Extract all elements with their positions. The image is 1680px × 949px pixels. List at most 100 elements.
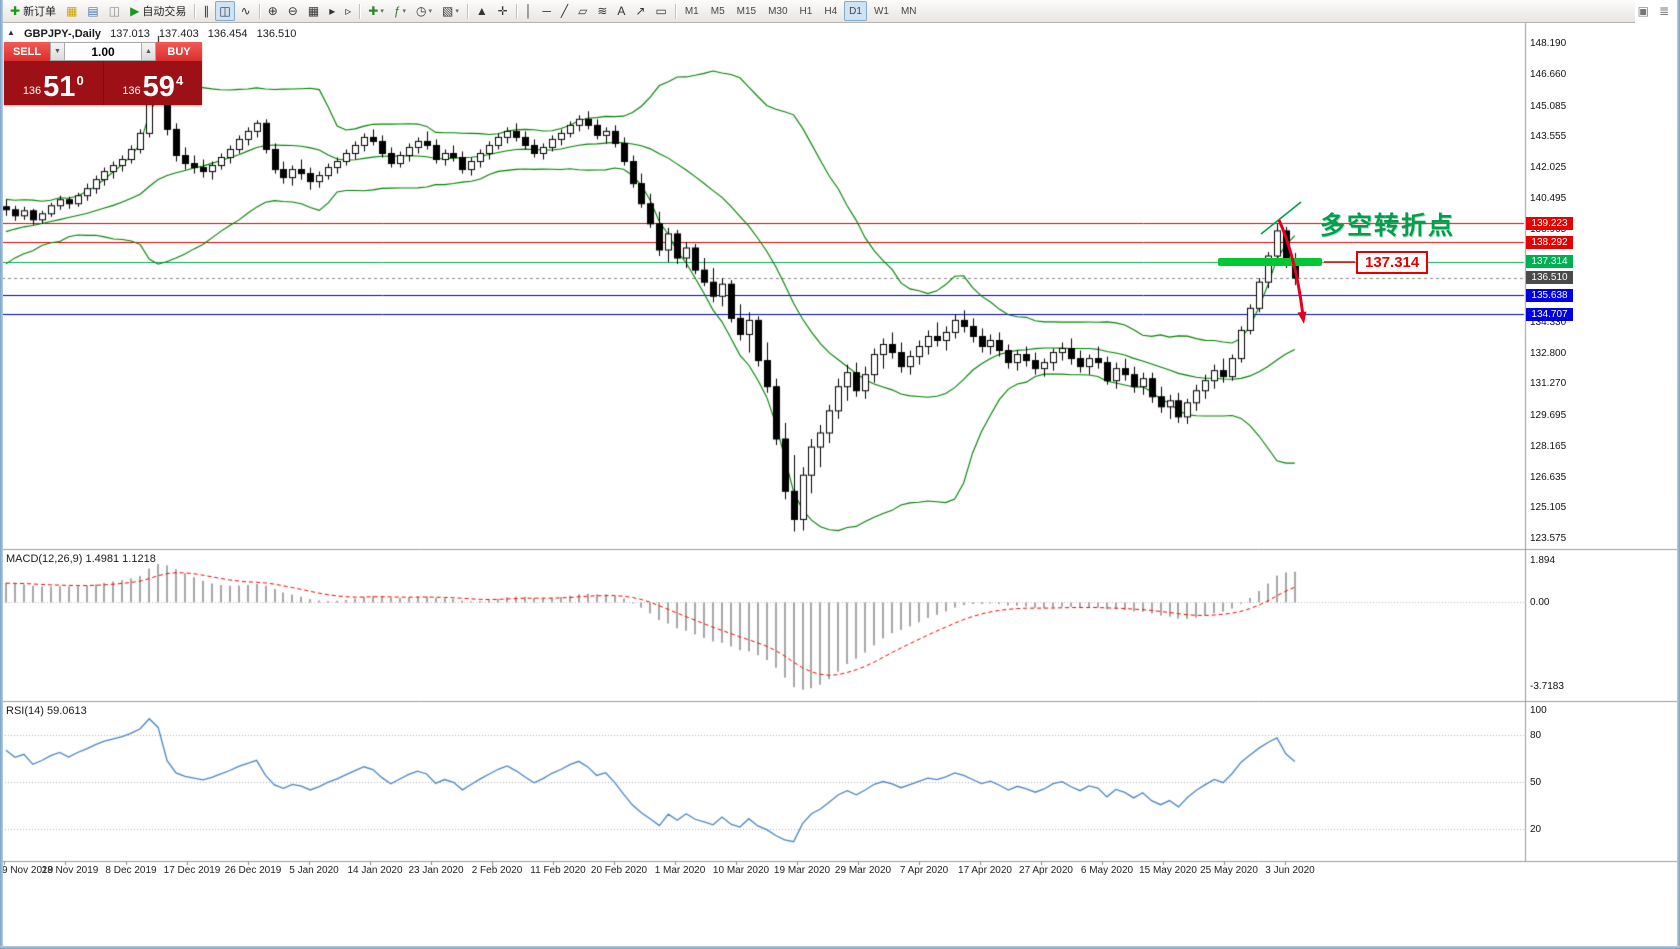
price-axis-label: 140.495 (1530, 192, 1567, 204)
time-axis-label: 10 Mar 2020 (712, 865, 770, 876)
indicators-icon[interactable]: ƒ ▾ (390, 1, 410, 21)
rsi-axis-label: 100 (1530, 705, 1547, 716)
buy-price-sup: 4 (175, 73, 184, 88)
toolbar-separator (359, 3, 361, 19)
price-axis-label: 132.800 (1530, 347, 1567, 359)
zoom-in-icon[interactable]: ⊕ (264, 1, 282, 21)
time-axis-label: 6 May 2020 (1080, 865, 1134, 876)
fibonacci-icon[interactable]: ≋ (593, 1, 611, 21)
trendline-icon[interactable]: ╱ (557, 1, 572, 21)
buy-price-prefix: 136 (122, 85, 141, 97)
time-axis-label: 14 Jan 2020 (347, 865, 403, 876)
vertical-line-icon[interactable]: │ (521, 1, 537, 21)
timeframe-h1-button[interactable]: H1 (799, 5, 813, 17)
horizontal-line-icon[interactable]: ─ (538, 1, 555, 21)
toolbar-separator (674, 3, 676, 19)
data-window-icon[interactable]: ◫ (105, 1, 124, 21)
current-price-tag: 136.510 (1526, 271, 1573, 285)
buy-button[interactable]: BUY (156, 42, 202, 61)
sell-price-prefix: 136 (22, 85, 42, 97)
time-axis-label: 27 Apr 2020 (1019, 865, 1073, 876)
time-axis-label: 2 Feb 2020 (471, 865, 523, 876)
chart-shift-icon[interactable]: ▹ (341, 1, 355, 21)
time-axis-label: 19 Mar 2020 (773, 865, 831, 876)
crosshair-icon[interactable]: ✛ (494, 1, 512, 21)
window-border-right (1677, 0, 1680, 949)
dropdown-caret-icon: ▾ (428, 8, 433, 15)
new-order-button-label: 新订单 (23, 6, 57, 18)
fibonacci-icon-glyph: ≋ (597, 4, 608, 18)
price-axis-label: 123.575 (1530, 533, 1567, 545)
cursor-icon[interactable]: ▲ (472, 1, 492, 21)
support-zone-highlight[interactable] (1218, 258, 1322, 266)
charts-icon-glyph: ▦ (66, 4, 78, 18)
timeframe-d1-button[interactable]: D1 (844, 1, 867, 21)
price-axis-label: 146.660 (1530, 68, 1567, 80)
toolbar-separator (515, 3, 517, 19)
timeframe-m1-button[interactable]: M1 (684, 5, 699, 17)
price-axis-label: 125.105 (1530, 502, 1567, 514)
price-callout-label[interactable]: 137.314 (1356, 251, 1429, 274)
tile-wind0ws-icon[interactable]: ▦ (304, 1, 323, 21)
toolbar-separator (258, 3, 260, 19)
price-level-tag: 135.638 (1526, 288, 1573, 302)
bar-chart-icon-glyph: ∥ (203, 4, 210, 18)
candlestick-chart-icon[interactable]: ◫ (215, 1, 235, 21)
turning-point-annotation[interactable]: 多空转折点 (1320, 212, 1456, 240)
shapes-icon-glyph: ▭ (655, 4, 667, 18)
volume-increase-button[interactable]: ▲ (141, 42, 156, 61)
shapes-icon[interactable]: ▭ (651, 1, 670, 21)
volume-input[interactable] (65, 42, 141, 61)
price-axis-label: 129.695 (1530, 409, 1567, 421)
expert-advisors-button-label: 自动交易 (142, 6, 187, 18)
low-value: 136.454 (207, 28, 248, 40)
templates-icon[interactable]: ▧ ▾ (438, 1, 463, 21)
price-axis-label: 148.190 (1530, 38, 1567, 50)
price-axis-label: 126.635 (1530, 471, 1567, 483)
arrows-icon[interactable]: ↗ (631, 1, 649, 21)
periods-icon[interactable]: ◷ ▾ (412, 1, 436, 21)
new-chart-icon[interactable]: ✚ ▾ (364, 1, 388, 21)
channel-icon-glyph: ▱ (578, 4, 588, 18)
sell-button[interactable]: SELL (4, 42, 50, 61)
timeframe-mn-button[interactable]: MN (900, 5, 917, 17)
data-window-icon-glyph: ◫ (108, 4, 121, 18)
symbol-period-label: GBPJPY-,Daily (23, 28, 102, 40)
dropdown-caret-icon: ▾ (455, 8, 459, 15)
text-icon[interactable]: A (613, 1, 629, 21)
time-axis-label: 17 Dec 2019 (163, 865, 221, 876)
profiles-icon-glyph: ▤ (87, 4, 99, 18)
line-chart-icon[interactable]: ∿ (237, 1, 255, 21)
timeframe-m15-button[interactable]: M15 (736, 5, 757, 17)
expert-advisors-button[interactable]: ▶ 自动交易 (126, 1, 190, 21)
profiles-icon[interactable]: ▤ (83, 1, 102, 21)
timeframe-m5-button[interactable]: M5 (710, 5, 725, 17)
new-window-icon[interactable]: ▣ (1634, 1, 1653, 21)
tile-wind0ws-icon-glyph: ▦ (307, 4, 320, 18)
timeframe-h4-button[interactable]: H4 (824, 5, 838, 17)
timeframe-m30-button[interactable]: M30 (768, 5, 788, 17)
channel-icon[interactable]: ▱ (574, 1, 591, 21)
rsi-axis-label: 20 (1530, 824, 1542, 836)
new-order-button[interactable]: ✚ 新订单 (6, 1, 60, 21)
time-axis-label: 28 Nov 2019 (41, 865, 99, 876)
sell-price-sup: 0 (76, 73, 84, 88)
bar-chart-icon[interactable]: ∥ (199, 1, 213, 21)
trendline-icon-glyph: ╱ (560, 4, 569, 18)
auto-scroll-icon-glyph: ▸ (329, 4, 336, 18)
volume-decrease-button[interactable]: ▼ (50, 42, 65, 61)
window-menu-icon[interactable]: ≣ (1655, 1, 1673, 21)
sell-price-button[interactable]: 136 51 0 (4, 61, 104, 105)
text-icon-glyph: A (617, 4, 626, 18)
auto-scroll-icon[interactable]: ▸ (325, 1, 339, 21)
candlestick-chart-icon-glyph: ◫ (219, 4, 231, 18)
zoom-out-icon[interactable]: ⊖ (284, 1, 302, 21)
price-level-tag: 138.292 (1526, 235, 1573, 249)
buy-price-button[interactable]: 136 59 4 (104, 61, 203, 105)
panel-expand-icon[interactable]: ▲ (7, 28, 15, 37)
charts-icon[interactable]: ▦ (62, 1, 81, 21)
timeframe-w1-button[interactable]: W1 (873, 5, 889, 17)
window-border-bottom (0, 946, 1680, 949)
time-axis-label: 26 Dec 2019 (224, 865, 282, 876)
